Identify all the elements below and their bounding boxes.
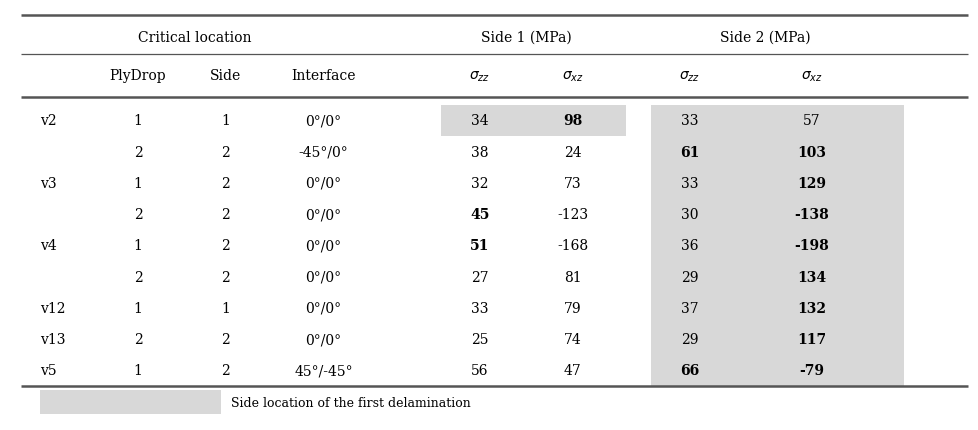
Text: 0°/0°: 0°/0° [305, 208, 341, 221]
Text: 37: 37 [680, 301, 697, 315]
Text: 79: 79 [563, 301, 581, 315]
Text: Critical location: Critical location [138, 31, 251, 45]
Text: 2: 2 [221, 363, 230, 378]
Text: 1: 1 [133, 301, 143, 315]
Text: -45°/0°: -45°/0° [298, 145, 348, 159]
Text: 45°/-45°: 45°/-45° [294, 363, 352, 378]
Text: $\sigma_{zz}$: $\sigma_{zz}$ [679, 69, 699, 83]
Text: 56: 56 [470, 363, 488, 378]
Text: 2: 2 [134, 270, 142, 284]
Text: -198: -198 [793, 239, 828, 253]
Text: 0°/0°: 0°/0° [305, 176, 341, 190]
Text: 2: 2 [134, 208, 142, 221]
Text: 2: 2 [221, 145, 230, 159]
Text: 74: 74 [563, 332, 581, 346]
Text: 30: 30 [680, 208, 697, 221]
Text: v5: v5 [40, 363, 57, 378]
Text: 2: 2 [221, 208, 230, 221]
Text: 33: 33 [680, 114, 697, 128]
Bar [440, 105, 626, 137]
Text: PlyDrop: PlyDrop [110, 69, 166, 83]
Text: 1: 1 [133, 363, 143, 378]
Text: 2: 2 [221, 176, 230, 190]
Text: 73: 73 [563, 176, 581, 190]
Text: 36: 36 [680, 239, 697, 253]
Text: Side location of the first delamination: Side location of the first delamination [231, 396, 470, 409]
Text: 32: 32 [470, 176, 488, 190]
Text: 0°/0°: 0°/0° [305, 114, 341, 128]
Text: 0°/0°: 0°/0° [305, 270, 341, 284]
Text: Side 2 (MPa): Side 2 (MPa) [719, 31, 810, 45]
Text: 103: 103 [796, 145, 825, 159]
Text: 38: 38 [470, 145, 488, 159]
Text: Interface: Interface [291, 69, 355, 83]
Text: 1: 1 [221, 301, 230, 315]
Text: 2: 2 [134, 145, 142, 159]
Text: -138: -138 [793, 208, 828, 221]
Text: 51: 51 [469, 239, 489, 253]
Text: -123: -123 [556, 208, 588, 221]
Text: v2: v2 [40, 114, 57, 128]
Text: 45: 45 [469, 208, 489, 221]
Text: 1: 1 [133, 114, 143, 128]
Text: 24: 24 [563, 145, 581, 159]
Text: 134: 134 [796, 270, 825, 284]
Text: 0°/0°: 0°/0° [305, 301, 341, 315]
Text: -168: -168 [556, 239, 588, 253]
Text: 66: 66 [680, 363, 698, 378]
Text: 129: 129 [796, 176, 825, 190]
Text: 27: 27 [470, 270, 488, 284]
Text: 25: 25 [470, 332, 488, 346]
Text: 117: 117 [796, 332, 825, 346]
Text: 2: 2 [221, 332, 230, 346]
Text: 2: 2 [221, 270, 230, 284]
Text: $\sigma_{xz}$: $\sigma_{xz}$ [561, 69, 583, 83]
Text: 33: 33 [680, 176, 697, 190]
Text: 81: 81 [563, 270, 581, 284]
Text: v12: v12 [40, 301, 66, 315]
Text: 29: 29 [680, 332, 697, 346]
Text: 1: 1 [221, 114, 230, 128]
Text: 1: 1 [133, 176, 143, 190]
Bar [650, 105, 904, 386]
Text: 2: 2 [134, 332, 142, 346]
Text: $\sigma_{zz}$: $\sigma_{zz}$ [468, 69, 490, 83]
Text: 29: 29 [680, 270, 697, 284]
Text: 0°/0°: 0°/0° [305, 239, 341, 253]
Text: 47: 47 [563, 363, 581, 378]
Text: 34: 34 [470, 114, 488, 128]
Text: 2: 2 [221, 239, 230, 253]
Text: -79: -79 [798, 363, 823, 378]
Bar [40, 390, 221, 414]
Text: v3: v3 [40, 176, 57, 190]
Text: 61: 61 [680, 145, 698, 159]
Text: 33: 33 [470, 301, 488, 315]
Text: Side: Side [210, 69, 242, 83]
Text: 0°/0°: 0°/0° [305, 332, 341, 346]
Text: $\sigma_{xz}$: $\sigma_{xz}$ [800, 69, 822, 83]
Text: 1: 1 [133, 239, 143, 253]
Text: v13: v13 [40, 332, 66, 346]
Text: 132: 132 [796, 301, 825, 315]
Text: 57: 57 [802, 114, 820, 128]
Text: Side 1 (MPa): Side 1 (MPa) [480, 31, 571, 45]
Text: 98: 98 [562, 114, 582, 128]
Text: v4: v4 [40, 239, 57, 253]
